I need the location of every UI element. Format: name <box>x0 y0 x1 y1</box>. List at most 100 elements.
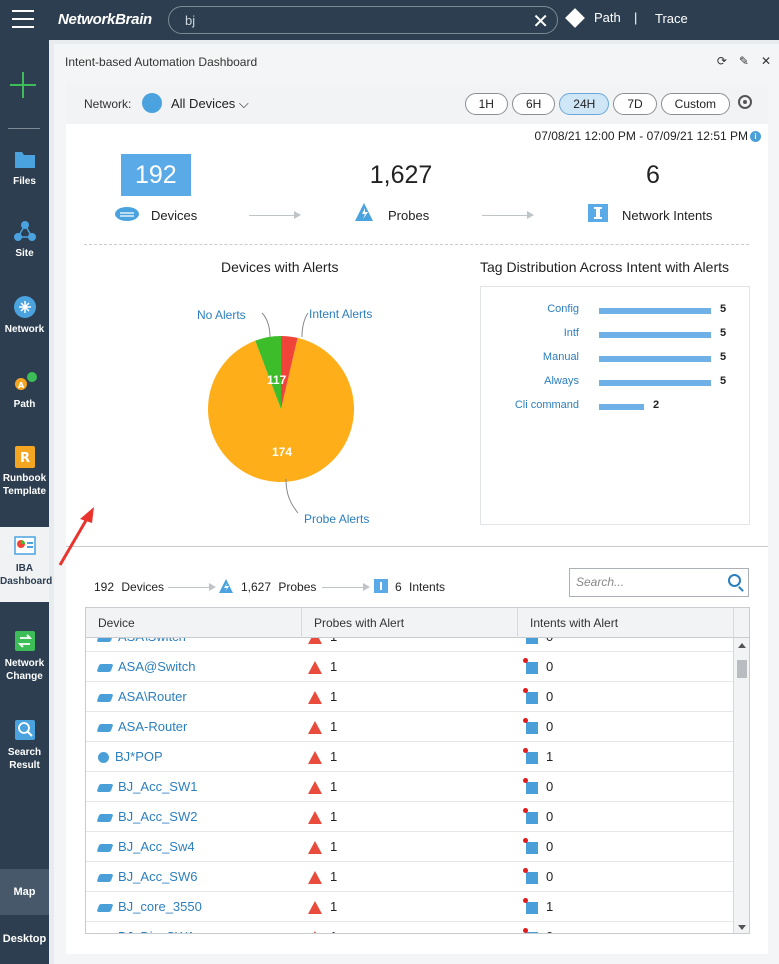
device-cell[interactable]: BJ_Acc_SW2 <box>96 802 197 832</box>
scroll-down-icon[interactable] <box>738 925 746 930</box>
device-cell[interactable]: ASA\Switch <box>96 638 186 652</box>
close-icon[interactable]: ✕ <box>532 11 549 33</box>
sidebar-item-network-change[interactable]: Network Change <box>0 630 49 683</box>
stat-devices[interactable]: 192 <box>121 154 191 196</box>
device-cell[interactable]: BJ_Dis_SW1 <box>98 922 195 933</box>
intents-cell[interactable]: 0 <box>523 862 553 892</box>
probes-cell[interactable]: 1 <box>308 892 337 922</box>
device-cell[interactable]: BJ_core_3550 <box>96 892 202 922</box>
table-scrollbar[interactable] <box>733 638 749 933</box>
time-24h-button[interactable]: 24H <box>559 93 610 115</box>
pie-slice-probe-alerts[interactable] <box>208 337 354 482</box>
sidebar-item-runbook-template[interactable]: R Runbook Template <box>0 445 49 498</box>
device-cell[interactable]: BJ_Acc_Sw4 <box>96 832 195 862</box>
column-header-device[interactable]: Device <box>86 608 302 638</box>
column-header-intents[interactable]: Intents with Alert <box>518 608 734 638</box>
tag-bar[interactable] <box>599 356 711 362</box>
pie-slice-no-alerts[interactable] <box>255 336 281 409</box>
sidebar-desktop-button[interactable]: Desktop <box>2 933 47 945</box>
time-6h-button[interactable]: 6H <box>511 93 556 115</box>
intents-cell[interactable]: 0 <box>523 712 553 742</box>
table-row[interactable]: ASA@Switch 1 0 <box>86 652 733 682</box>
close-icon[interactable]: ✕ <box>760 54 771 68</box>
table-row[interactable]: BJ*POP 1 1 <box>86 742 733 772</box>
probes-cell[interactable]: 1 <box>308 638 337 652</box>
refresh-icon[interactable]: ⟳ <box>716 54 727 68</box>
tag-bar[interactable] <box>599 332 711 338</box>
tag-bar[interactable] <box>599 380 711 386</box>
pie-slice-intent-alerts[interactable] <box>281 336 298 409</box>
tag-bar-row[interactable]: Cli command 2 <box>481 399 751 415</box>
scroll-thumb[interactable] <box>737 660 747 678</box>
probes-cell[interactable]: 1 <box>308 922 337 933</box>
sidebar-item-files[interactable]: Files <box>0 148 49 188</box>
device-cell[interactable]: ASA@Switch <box>96 652 196 682</box>
probes-cell[interactable]: 1 <box>308 832 337 862</box>
gear-icon[interactable] <box>738 95 752 109</box>
scroll-up-icon[interactable] <box>738 643 746 648</box>
device-cell[interactable]: BJ*POP <box>98 742 163 772</box>
column-header-probes[interactable]: Probes with Alert <box>302 608 518 638</box>
tag-label[interactable]: Intf <box>563 327 579 339</box>
tag-label[interactable]: Config <box>547 303 579 315</box>
probes-cell[interactable]: 1 <box>308 712 337 742</box>
sidebar-item-network[interactable]: Network <box>0 296 49 336</box>
sidebar-item-search-result[interactable]: Search Result <box>0 719 49 772</box>
probes-cell[interactable]: 1 <box>308 862 337 892</box>
sidebar-item-path[interactable]: A Path <box>0 371 49 411</box>
probes-cell[interactable]: 1 <box>308 652 337 682</box>
sidebar-map-button[interactable]: Map <box>0 869 49 915</box>
table-search-input[interactable] <box>576 575 716 589</box>
tag-bar[interactable] <box>599 404 644 410</box>
tag-bar-row[interactable]: Intf 5 <box>481 327 751 343</box>
intents-cell[interactable]: 1 <box>523 892 553 922</box>
table-row[interactable]: BJ_Acc_SW6 1 0 <box>86 862 733 892</box>
table-row[interactable]: ASA\Switch 1 0 <box>86 638 733 652</box>
tag-bar[interactable] <box>599 308 711 314</box>
table-row[interactable]: BJ_Acc_Sw4 1 0 <box>86 832 733 862</box>
stat-probes[interactable]: 1,627 <box>346 154 456 196</box>
stat-intents[interactable]: 6 <box>631 154 675 196</box>
device-cell[interactable]: ASA-Router <box>96 712 187 742</box>
path-button[interactable]: Path <box>565 7 621 28</box>
tag-label[interactable]: Manual <box>542 351 579 363</box>
intents-cell[interactable]: 0 <box>523 772 553 802</box>
intents-cell[interactable]: 0 <box>526 638 553 652</box>
global-search-input[interactable]: bj ✕ <box>168 6 558 34</box>
table-row[interactable]: ASA\Router 1 0 <box>86 682 733 712</box>
table-row[interactable]: BJ_Acc_SW2 1 0 <box>86 802 733 832</box>
device-cell[interactable]: BJ_Acc_SW6 <box>96 862 197 892</box>
table-row[interactable]: BJ_core_3550 1 1 <box>86 892 733 922</box>
pie-chart[interactable] <box>206 334 356 484</box>
tag-label[interactable]: Always <box>544 375 579 387</box>
device-cell[interactable]: BJ_Acc_SW1 <box>96 772 197 802</box>
tag-bar-row[interactable]: Manual 5 <box>481 351 751 367</box>
table-row[interactable]: BJ_Dis_SW1 1 0 <box>86 922 733 933</box>
table-row[interactable]: ASA-Router 1 0 <box>86 712 733 742</box>
tag-label[interactable]: Cli command <box>514 399 579 411</box>
search-icon[interactable] <box>728 574 741 587</box>
intents-cell[interactable]: 0 <box>523 652 553 682</box>
probes-cell[interactable]: 1 <box>308 802 337 832</box>
add-icon[interactable] <box>10 72 36 98</box>
probes-cell[interactable]: 1 <box>308 742 337 772</box>
time-1h-button[interactable]: 1H <box>464 93 508 115</box>
intents-cell[interactable]: 0 <box>523 682 553 712</box>
sidebar-item-site[interactable]: Site <box>0 220 49 260</box>
table-row[interactable]: BJ_Acc_SW1 1 0 <box>86 772 733 802</box>
probes-cell[interactable]: 1 <box>308 682 337 712</box>
intents-cell[interactable]: 0 <box>523 922 553 933</box>
intents-cell[interactable]: 0 <box>523 832 553 862</box>
probes-cell[interactable]: 1 <box>308 772 337 802</box>
pin-icon[interactable]: ✎ <box>738 54 749 68</box>
trace-button[interactable]: Trace <box>655 11 688 26</box>
info-icon[interactable]: i <box>750 131 761 142</box>
intents-cell[interactable]: 0 <box>523 802 553 832</box>
tag-bar-row[interactable]: Always 5 <box>481 375 751 391</box>
tag-bar-row[interactable]: Config 5 <box>481 303 751 319</box>
sidebar-item-iba-dashboard[interactable]: IBA Dashboard <box>0 527 52 602</box>
time-7d-button[interactable]: 7D <box>613 93 657 115</box>
menu-icon[interactable] <box>12 10 34 28</box>
device-cell[interactable]: ASA\Router <box>96 682 187 712</box>
network-select[interactable]: All Devices ⌵ <box>171 96 249 112</box>
